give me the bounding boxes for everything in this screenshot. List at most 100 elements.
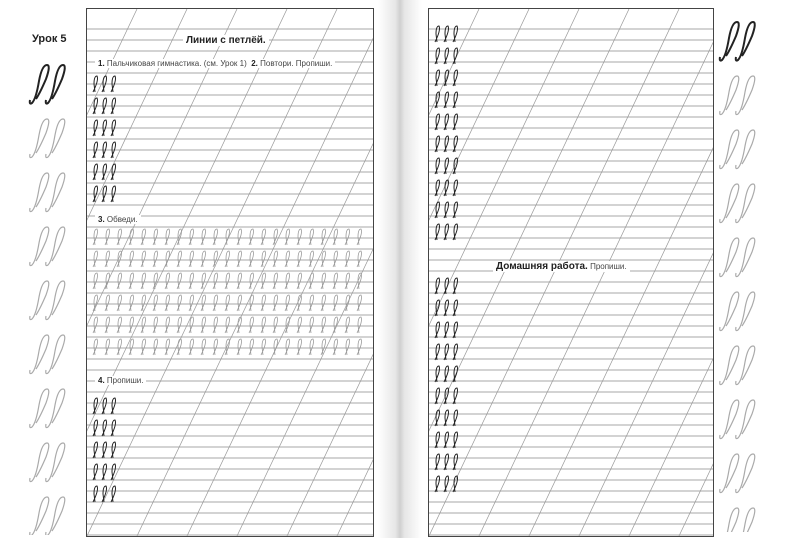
trace-letter [128,294,134,312]
trace-letter [272,338,278,356]
trace-letter [152,316,158,334]
sample-letter [443,179,449,197]
slant-line [236,248,373,536]
trace-letter [164,338,170,356]
trace-letter [152,338,158,356]
trace-letter [248,294,254,312]
sample-letter [101,463,107,481]
trace-letter [92,316,98,334]
sample-letter [443,365,449,383]
sample-letter [452,365,458,383]
trace-letter [152,294,158,312]
trace-letter [224,338,230,356]
sample-letter [452,321,458,339]
sample-letter [443,201,449,219]
task-3-label: 3. Обведи. [95,215,141,224]
trace-letter [284,272,290,290]
lesson-number: Урок 5 [32,33,67,45]
slant-line [429,9,630,432]
sample-letter [452,223,458,241]
sample-letter [101,141,107,159]
trace-letter [320,338,326,356]
trace-letter [236,228,242,246]
trace-letter [344,228,350,246]
sample-letter [452,25,458,43]
trace-letter [104,250,110,268]
sample-letter [452,387,458,405]
trace-letter [128,338,134,356]
slant-line [429,9,530,221]
trace-letter [272,272,278,290]
slant-line [429,9,480,116]
left-margin-letters [28,63,66,535]
margin-letter [29,172,50,213]
trace-letter [116,338,122,356]
sample-letter [443,453,449,471]
sample-letter [434,365,440,383]
margin-letter [45,496,66,535]
trace-letter [332,250,338,268]
trace-letter [128,250,134,268]
trace-letter [272,228,278,246]
trace-letter [344,294,350,312]
margin-letter [29,496,50,535]
sample-letter [443,113,449,131]
trace-letter [116,316,122,334]
page-title: Линии с петлёй. [183,35,269,46]
trace-letter [152,250,158,268]
sample-letter [452,431,458,449]
trace-letter [296,272,302,290]
trace-letter [236,316,242,334]
sample-letter [452,277,458,295]
trace-letter [188,272,194,290]
trace-letter [248,250,254,268]
homework-label: Домашняя работа. Пропиши. [493,261,630,272]
slant-line [286,353,373,536]
right-margin-letters [718,20,756,532]
trace-letter [152,228,158,246]
slant-line [478,41,713,536]
margin-letter [719,183,740,224]
sample-letter [443,299,449,317]
sample-letter [92,185,98,203]
margin-letter [29,388,50,429]
sample-letter [101,163,107,181]
margin-letter [735,75,756,116]
sample-letter [443,69,449,87]
trace-letter [308,228,314,246]
trace-letter [116,294,122,312]
trace-letter [116,228,122,246]
margin-letter [735,183,756,224]
trace-letter [176,338,182,356]
margin-letter [719,453,740,494]
trace-letter [224,294,230,312]
sample-letter [452,69,458,87]
sample-letter [434,201,440,219]
sample-letter [452,47,458,65]
margin-letter [45,334,66,375]
trace-letter [212,316,218,334]
sample-letter [434,135,440,153]
trace-letter [188,228,194,246]
sample-letter [434,223,440,241]
sample-letter [92,97,98,115]
trace-letter [332,338,338,356]
trace-letter [332,294,338,312]
trace-letter [356,316,362,334]
margin-letter [719,399,740,440]
sample-letter [452,299,458,317]
book-spine [378,0,422,538]
trace-letter [92,338,98,356]
trace-letter [224,250,230,268]
trace-letter [320,294,326,312]
slant-line [87,9,338,536]
trace-letter [284,228,290,246]
sample-letter [110,75,116,93]
margin-letter [45,280,66,321]
trace-letter [272,250,278,268]
sample-letter [443,475,449,493]
trace-letter [248,272,254,290]
sample-letter [443,343,449,361]
slant-line [678,463,713,536]
trace-letter [356,272,362,290]
